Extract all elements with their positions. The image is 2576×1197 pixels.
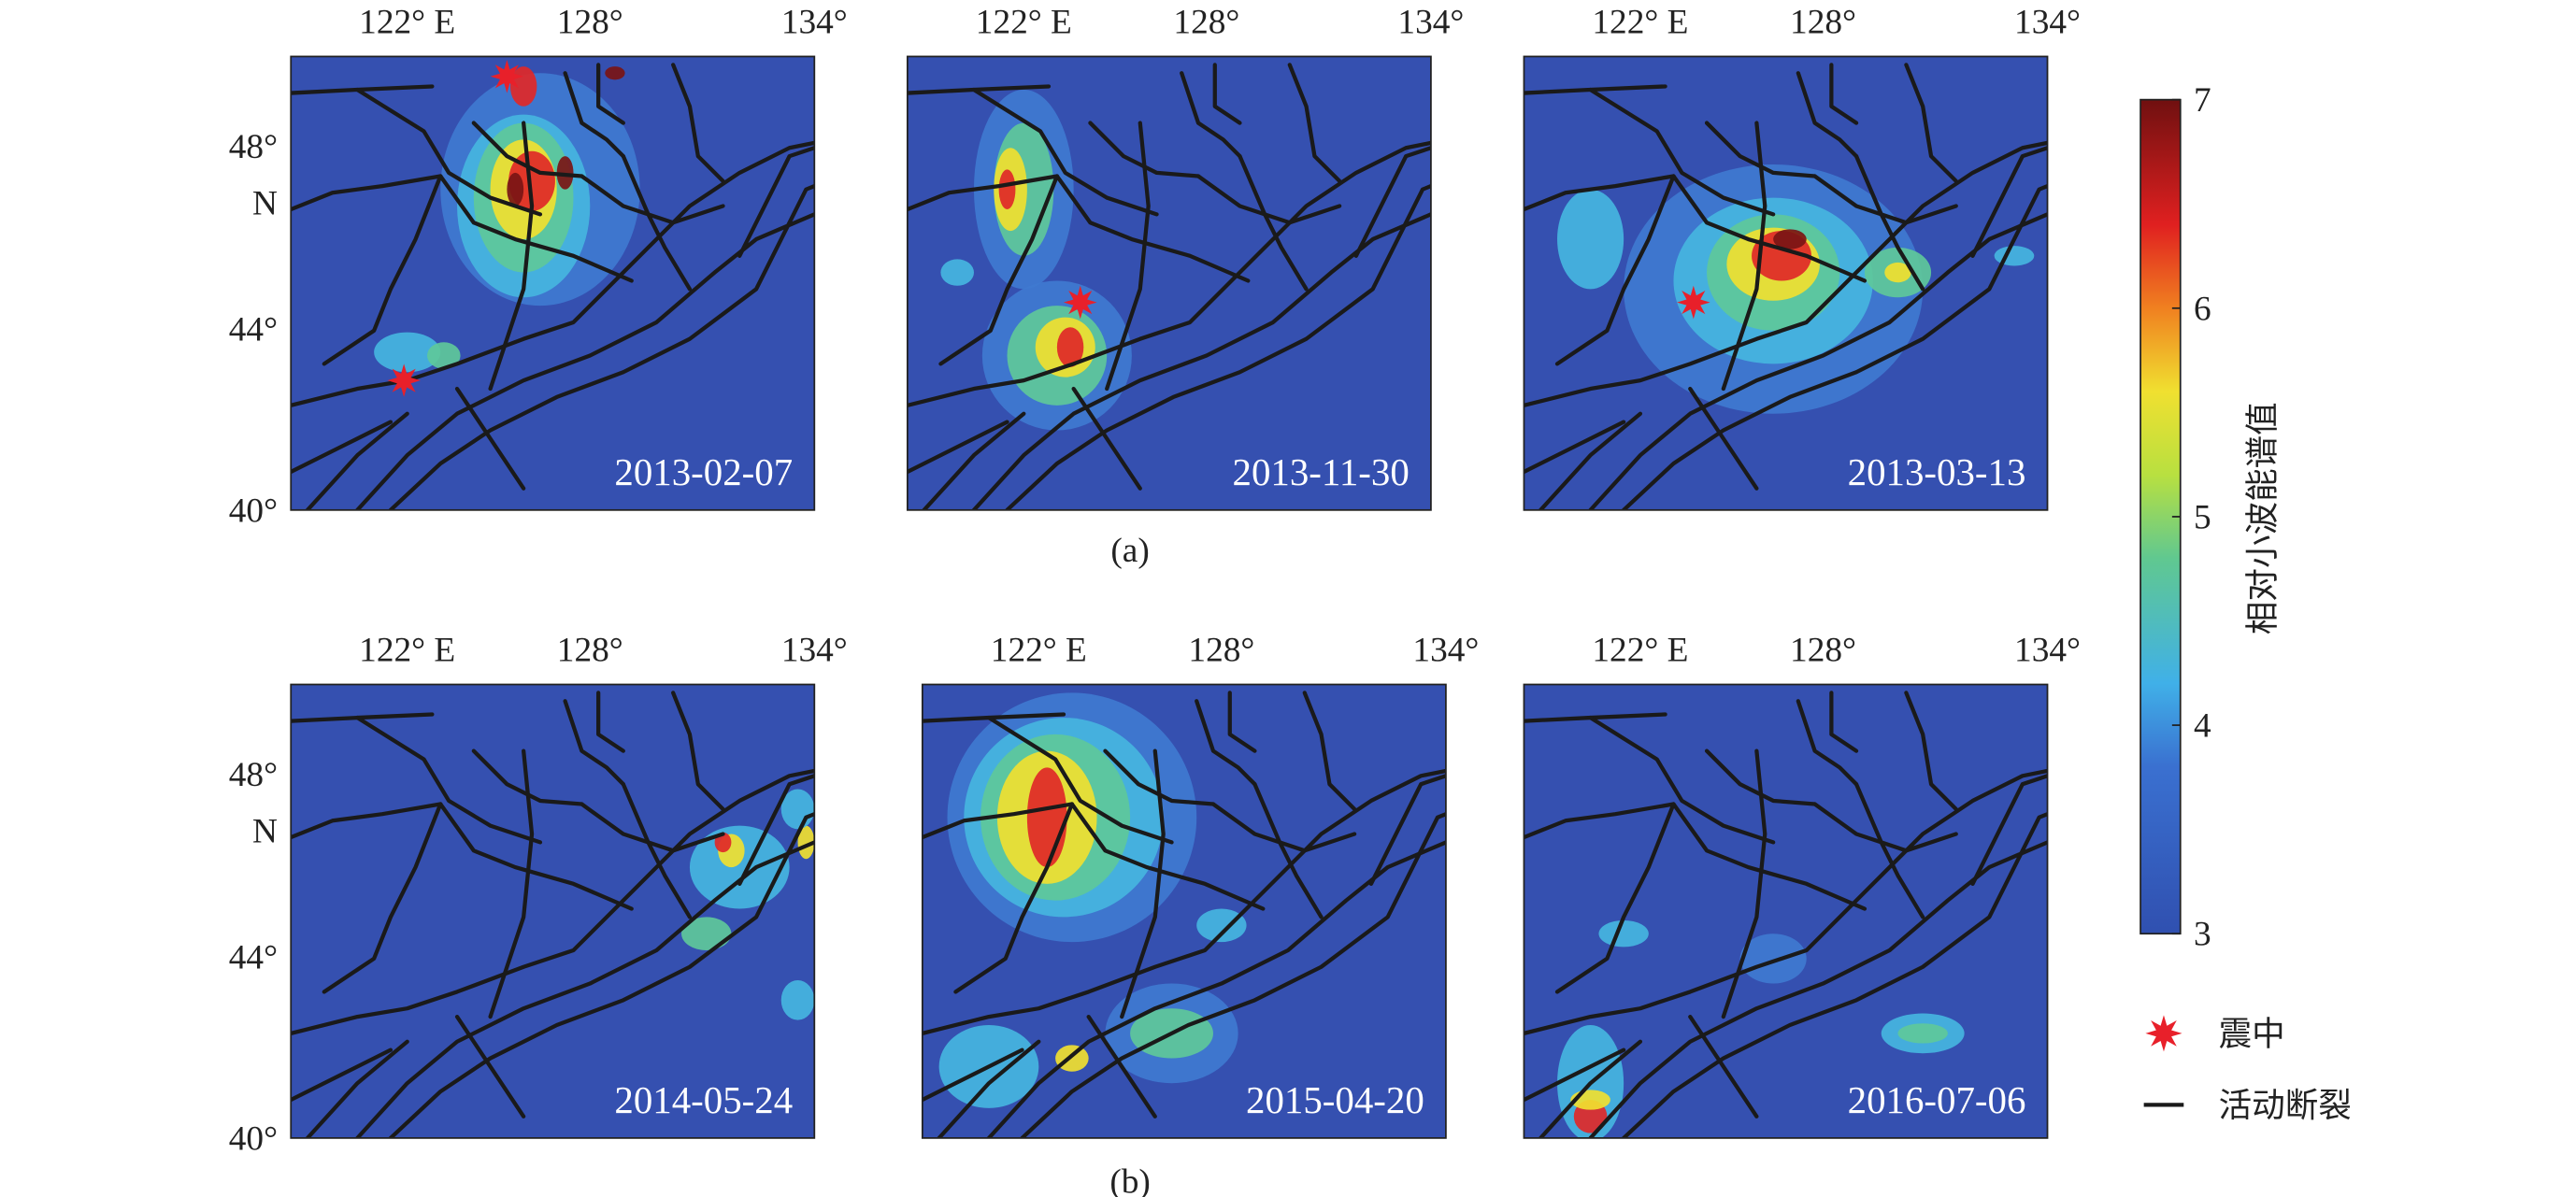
epicenter bbox=[1063, 285, 1097, 320]
panel-date: 2013-11-30 bbox=[1233, 451, 1410, 493]
map-panel: 2013-11-30 122° E 128° 134° bbox=[906, 4, 1464, 511]
lon-tick-label: 128° bbox=[1188, 632, 1254, 670]
energy-anomaly bbox=[1056, 327, 1084, 367]
lon-tick-label: 128° bbox=[1790, 632, 1856, 670]
map-content bbox=[1524, 56, 2047, 510]
colorbar-tick-label: 3 bbox=[2194, 916, 2211, 954]
lon-tick-label: 122° E bbox=[976, 4, 1072, 42]
lon-tick-label: 122° E bbox=[359, 632, 455, 670]
map-content bbox=[291, 56, 815, 510]
lat-tick-label: 48° bbox=[229, 128, 278, 166]
panel-date: 2016-07-06 bbox=[1848, 1079, 2026, 1121]
lon-tick-label: 134° bbox=[2014, 632, 2081, 670]
panel-frame bbox=[921, 683, 1447, 1139]
energy-anomaly bbox=[1598, 919, 1649, 948]
map-content bbox=[908, 56, 1431, 510]
lat-tick-label: 44° bbox=[229, 310, 278, 349]
energy-anomaly bbox=[1897, 1023, 1948, 1044]
lon-tick-label: 122° E bbox=[991, 632, 1087, 670]
epicenter bbox=[490, 60, 524, 93]
lon-tick-label: 122° E bbox=[1592, 4, 1688, 42]
lat-tick-label: N bbox=[252, 184, 278, 222]
map-content bbox=[923, 684, 1446, 1138]
colorbar-tick-label: 6 bbox=[2194, 290, 2211, 328]
lat-tick-label: 44° bbox=[229, 939, 278, 977]
lon-tick-label: 134° bbox=[781, 632, 848, 670]
panel-date: 2013-03-13 bbox=[1848, 451, 2026, 493]
panel-date: 2015-04-20 bbox=[1246, 1079, 1424, 1121]
panel-date: 2014-05-24 bbox=[614, 1079, 793, 1121]
map-panel: 2016-07-06 122° E 128° 134° bbox=[1523, 632, 2081, 1139]
lon-tick-label: 128° bbox=[1173, 4, 1239, 42]
lat-tick-label: 48° bbox=[229, 756, 278, 794]
map-background bbox=[291, 684, 815, 1138]
map-panel: 2015-04-20 122° E 128° 134° bbox=[921, 632, 1479, 1139]
panel-frame bbox=[906, 55, 1432, 511]
colorbar-title: 相对小波能谱值 bbox=[2243, 402, 2282, 634]
legend-label: 活动断裂 bbox=[2219, 1087, 2352, 1125]
lon-tick-label: 134° bbox=[1397, 4, 1464, 42]
lat-tick-label: 40° bbox=[229, 1119, 278, 1158]
lon-tick-label: 134° bbox=[1412, 632, 1479, 670]
lat-tick-label: 40° bbox=[229, 492, 278, 530]
energy-anomaly bbox=[507, 172, 524, 207]
panel-frame bbox=[1523, 683, 2049, 1139]
colorbar-tick-label: 7 bbox=[2194, 81, 2211, 120]
colorbar-tick-label: 4 bbox=[2194, 707, 2211, 746]
energy-anomaly bbox=[689, 825, 790, 909]
map-panel: 2013-03-13 122° E 128° 134° bbox=[1523, 4, 2081, 511]
map-panel: 2014-05-24 122° E 128° 134° 48° N 44° 40° bbox=[229, 632, 848, 1159]
energy-anomaly bbox=[427, 342, 461, 369]
lon-tick-label: 134° bbox=[781, 4, 848, 42]
map-panel: 2013-02-07 122° E 128° 134° 48° N 44° 40° bbox=[229, 4, 848, 531]
energy-anomaly bbox=[1773, 229, 1807, 249]
lat-tick-label: N bbox=[252, 812, 278, 850]
epicenter bbox=[1677, 285, 1710, 320]
lon-tick-label: 134° bbox=[2014, 4, 2081, 42]
panel-date: 2013-02-07 bbox=[614, 451, 793, 493]
energy-anomaly bbox=[998, 169, 1016, 210]
energy-anomaly bbox=[780, 979, 815, 1020]
colorbar-tick-label: 5 bbox=[2194, 498, 2211, 536]
lon-tick-label: 128° bbox=[557, 632, 623, 670]
panel-frame bbox=[1523, 55, 2049, 511]
legend-epicenter bbox=[2145, 1015, 2182, 1052]
energy-anomaly bbox=[681, 917, 732, 950]
energy-anomaly bbox=[1557, 189, 1624, 290]
lon-tick-label: 128° bbox=[557, 4, 623, 42]
lon-tick-label: 122° E bbox=[359, 4, 455, 42]
panel-frame bbox=[290, 683, 816, 1139]
group-label: (b) bbox=[1109, 1163, 1151, 1197]
energy-anomaly bbox=[1739, 933, 1807, 984]
lon-tick-label: 122° E bbox=[1592, 632, 1688, 670]
energy-anomaly bbox=[1196, 908, 1247, 943]
energy-anomaly bbox=[940, 259, 974, 286]
energy-anomaly bbox=[797, 825, 815, 860]
epicenter bbox=[387, 363, 421, 397]
energy-anomaly bbox=[374, 332, 441, 373]
energy-anomaly bbox=[1026, 767, 1067, 868]
energy-anomaly bbox=[1884, 262, 1911, 283]
group-label: (a) bbox=[1110, 532, 1149, 570]
energy-anomaly bbox=[605, 66, 625, 80]
map-content bbox=[291, 684, 815, 1138]
panel-frame bbox=[290, 55, 816, 511]
lon-tick-label: 128° bbox=[1790, 4, 1856, 42]
legend-label: 震中 bbox=[2219, 1015, 2285, 1053]
map-content bbox=[1524, 684, 2047, 1138]
